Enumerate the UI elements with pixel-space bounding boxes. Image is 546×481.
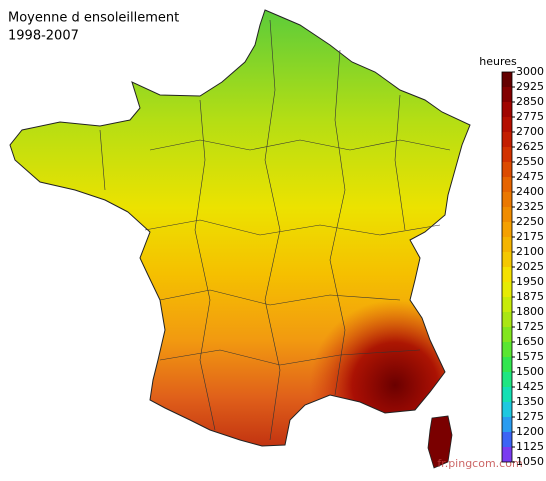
tick-label: 1575 <box>516 350 544 363</box>
colorbar-band <box>502 297 512 312</box>
tick-label: 2775 <box>516 110 544 123</box>
colorbar: 1050 1125 1200 1275 1350 1425 1500 1575 1650 1725… <box>501 65 544 468</box>
colorbar-band <box>502 132 512 147</box>
colorbar-band <box>502 252 512 267</box>
tick-label: 1800 <box>516 305 544 318</box>
colorbar-band <box>502 192 512 207</box>
colorbar-band <box>502 357 512 372</box>
colorbar-band <box>502 162 512 177</box>
colorbar-band <box>502 117 512 132</box>
tick-label: 2250 <box>516 215 544 228</box>
colorbar-band <box>502 177 512 192</box>
colorbar-band <box>502 207 512 222</box>
colorbar-band <box>502 447 512 462</box>
watermark: fr.pingcom.com <box>437 457 522 470</box>
colorbar-band <box>502 72 512 87</box>
corsica <box>427 415 453 469</box>
tick-label: 2625 <box>516 140 544 153</box>
tick-label: 2850 <box>516 95 544 108</box>
tick-label: 1950 <box>516 275 544 288</box>
colorbar-band <box>502 237 512 252</box>
colorbar-band <box>502 342 512 357</box>
colorbar-band <box>502 147 512 162</box>
tick-label: 2925 <box>516 80 544 93</box>
tick-label: 2175 <box>516 230 544 243</box>
colorbar-band <box>502 432 512 447</box>
tick-label: 2025 <box>516 260 544 273</box>
tick-label: 2325 <box>516 200 544 213</box>
colorbar-band <box>502 87 512 102</box>
tick-label: 1200 <box>516 425 544 438</box>
tick-label: 2550 <box>516 155 544 168</box>
colorbar-band <box>502 282 512 297</box>
tick-label: 1275 <box>516 410 544 423</box>
tick-label: 1050 <box>516 455 544 468</box>
subtitle: 1998-2007 <box>8 29 79 44</box>
departments <box>99 19 451 441</box>
colorbar-band <box>502 402 512 417</box>
border <box>9 9 471 447</box>
colorbar-band <box>502 372 512 387</box>
tick-label: 3000 <box>516 65 544 78</box>
tick-label: 1425 <box>516 380 544 393</box>
tick-label: 2400 <box>516 185 544 198</box>
colorbar-band <box>502 222 512 237</box>
legend-title: heures <box>479 55 517 68</box>
tick-label: 1875 <box>516 290 544 303</box>
colorbar-band <box>502 327 512 342</box>
colorbar-band <box>502 267 512 282</box>
colorbar-band <box>502 102 512 117</box>
tick-label: 1650 <box>516 335 544 348</box>
tick-label: 1725 <box>516 320 544 333</box>
tick-label: 2100 <box>516 245 544 258</box>
tick-label: 2475 <box>516 170 544 183</box>
tick-label: 1350 <box>516 395 544 408</box>
tick-label: 1125 <box>516 440 544 453</box>
colorbar-band <box>502 387 512 402</box>
colorbar-band <box>502 417 512 432</box>
tick-label: 2700 <box>516 125 544 138</box>
tick-label: 1500 <box>516 365 544 378</box>
title: Moyenne d ensoleillement <box>8 11 179 26</box>
colorbar-band <box>502 312 512 327</box>
